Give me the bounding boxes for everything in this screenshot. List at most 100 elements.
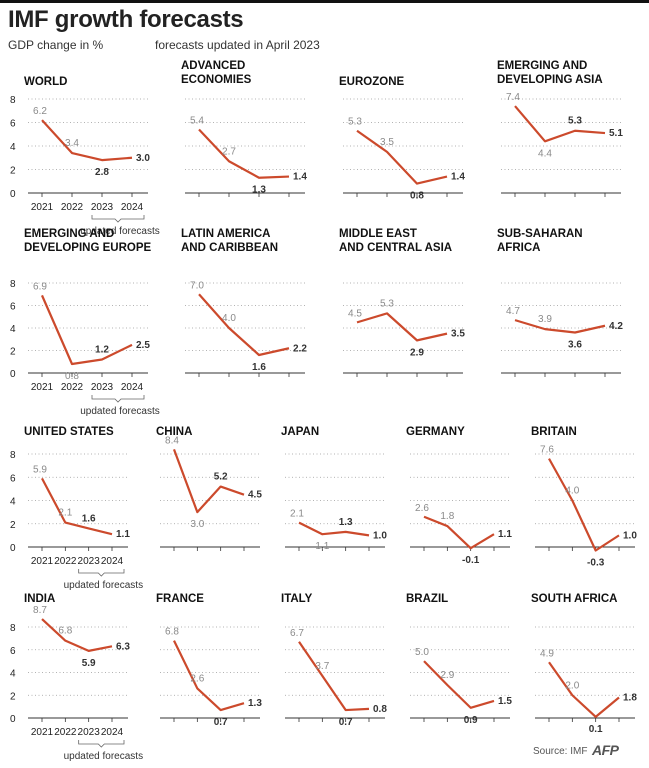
- forecast-value-label: 1.2: [95, 345, 109, 356]
- x-tick-label: 2022: [61, 382, 84, 393]
- y-tick-label: 8: [10, 279, 16, 290]
- forecast-brace: [91, 395, 145, 403]
- y-tick-label: 6: [10, 119, 16, 130]
- forecast-value-label: 0.1: [589, 724, 603, 735]
- y-tick-label: 6: [10, 646, 16, 657]
- series-line: [514, 105, 606, 143]
- panel-title: ITALY: [281, 593, 313, 605]
- panel-title: GERMANY: [406, 426, 465, 438]
- forecast-value-label: 5.1: [609, 128, 623, 139]
- actual-value-label: 6.8: [165, 627, 179, 638]
- forecast-value-label: 4.2: [609, 321, 623, 332]
- forecast-value-label: -0.1: [462, 555, 480, 566]
- forecast-note: updated forecasts: [64, 580, 144, 591]
- actual-value-label: 3.7: [315, 661, 329, 672]
- series-line: [298, 521, 370, 537]
- page-title: IMF growth forecasts: [8, 6, 244, 33]
- panel-title: ECONOMIES: [181, 74, 252, 86]
- series-line: [423, 515, 495, 550]
- forecast-value-label: 3.5: [451, 329, 465, 340]
- panel-title: FRANCE: [156, 593, 204, 605]
- y-tick-label: 8: [10, 623, 16, 634]
- forecast-value-label: 0.9: [464, 715, 478, 726]
- y-tick-label: 0: [10, 189, 16, 200]
- actual-value-label: 6.2: [33, 106, 47, 117]
- forecast-value-label: 1.3: [339, 517, 353, 528]
- panel-title: EMERGING AND: [497, 60, 587, 72]
- y-tick-label: 4: [10, 324, 16, 335]
- y-tick-label: 4: [10, 497, 16, 508]
- forecast-value-label: 6.3: [116, 641, 130, 652]
- series-line: [514, 319, 606, 334]
- panel-title: INDIA: [24, 593, 55, 605]
- actual-value-label: 5.0: [415, 647, 429, 658]
- actual-value-label: 7.4: [506, 92, 520, 103]
- unit-subtitle: GDP change in %: [8, 38, 104, 52]
- forecast-value-label: 2.9: [410, 347, 424, 358]
- y-tick-label: 2: [10, 691, 16, 702]
- y-tick-label: 4: [10, 142, 16, 153]
- forecast-value-label: 3.6: [568, 340, 582, 351]
- actual-value-label: 3.0: [190, 519, 204, 530]
- x-tick-label: 2023: [91, 202, 114, 213]
- x-tick-label: 2022: [54, 727, 77, 738]
- forecast-brace: [78, 740, 125, 748]
- actual-value-label: 3.5: [380, 137, 394, 148]
- forecast-value-label: -0.3: [587, 557, 605, 568]
- actual-value-label: 1.8: [440, 511, 454, 522]
- forecast-value-label: 2.5: [136, 340, 150, 351]
- actual-value-label: 5.9: [33, 464, 47, 475]
- panel-title: SOUTH AFRICA: [531, 593, 617, 605]
- series-line: [298, 641, 370, 712]
- series-line: [548, 458, 620, 552]
- actual-value-label: 7.0: [190, 280, 204, 291]
- forecast-value-label: 5.9: [82, 658, 96, 669]
- panel-title: ADVANCED: [181, 60, 245, 72]
- forecast-note: updated forecasts: [64, 751, 144, 762]
- panel-title: DEVELOPING EUROPE: [24, 242, 151, 254]
- forecast-value-label: 3.0: [136, 153, 150, 164]
- forecast-value-label: 1.1: [498, 529, 512, 540]
- forecast-value-label: 5.2: [214, 472, 228, 483]
- actual-value-label: 2.1: [290, 509, 304, 520]
- actual-value-label: 2.7: [222, 146, 236, 157]
- forecast-value-label: 1.0: [373, 530, 387, 541]
- top-rule: [0, 0, 649, 3]
- panel-title: AND CENTRAL ASIA: [339, 242, 452, 254]
- y-tick-label: 4: [10, 669, 16, 680]
- x-tick-label: 2022: [61, 202, 84, 213]
- source-note: Source: IMF: [533, 746, 588, 757]
- series-line: [172, 448, 245, 514]
- actual-value-label: 4.4: [538, 148, 552, 159]
- actual-value-label: 4.7: [506, 306, 520, 317]
- series-line: [198, 128, 290, 179]
- series-line: [41, 477, 113, 536]
- actual-value-label: 2.6: [415, 503, 429, 514]
- x-tick-label: 2024: [101, 727, 124, 738]
- forecast-value-label: 1.6: [252, 362, 266, 373]
- x-tick-label: 2023: [91, 382, 114, 393]
- panel-title: UNITED STATES: [24, 426, 114, 438]
- actual-value-label: 8.7: [33, 605, 47, 616]
- forecast-value-label: 1.6: [82, 513, 96, 524]
- series-line: [41, 618, 113, 652]
- x-tick-label: 2021: [31, 556, 54, 567]
- actual-value-label: 5.4: [190, 116, 204, 127]
- x-tick-label: 2024: [121, 382, 144, 393]
- series-line: [41, 119, 133, 162]
- panel-title: BRITAIN: [531, 426, 577, 438]
- x-tick-label: 2022: [54, 556, 77, 567]
- panel-title: MIDDLE EAST: [339, 228, 417, 240]
- forecast-value-label: 2.2: [293, 343, 307, 354]
- y-tick-label: 2: [10, 520, 16, 531]
- actual-value-label: 2.9: [440, 670, 454, 681]
- forecast-value-label: 1.4: [293, 172, 307, 183]
- actual-value-label: 4.9: [540, 648, 554, 659]
- panel-title: AFRICA: [497, 242, 540, 254]
- x-tick-label: 2024: [121, 202, 144, 213]
- y-tick-label: 2: [10, 347, 16, 358]
- actual-value-label: 7.6: [540, 445, 554, 456]
- actual-value-label: 4.0: [222, 313, 236, 324]
- panel-title: DEVELOPING ASIA: [497, 74, 603, 86]
